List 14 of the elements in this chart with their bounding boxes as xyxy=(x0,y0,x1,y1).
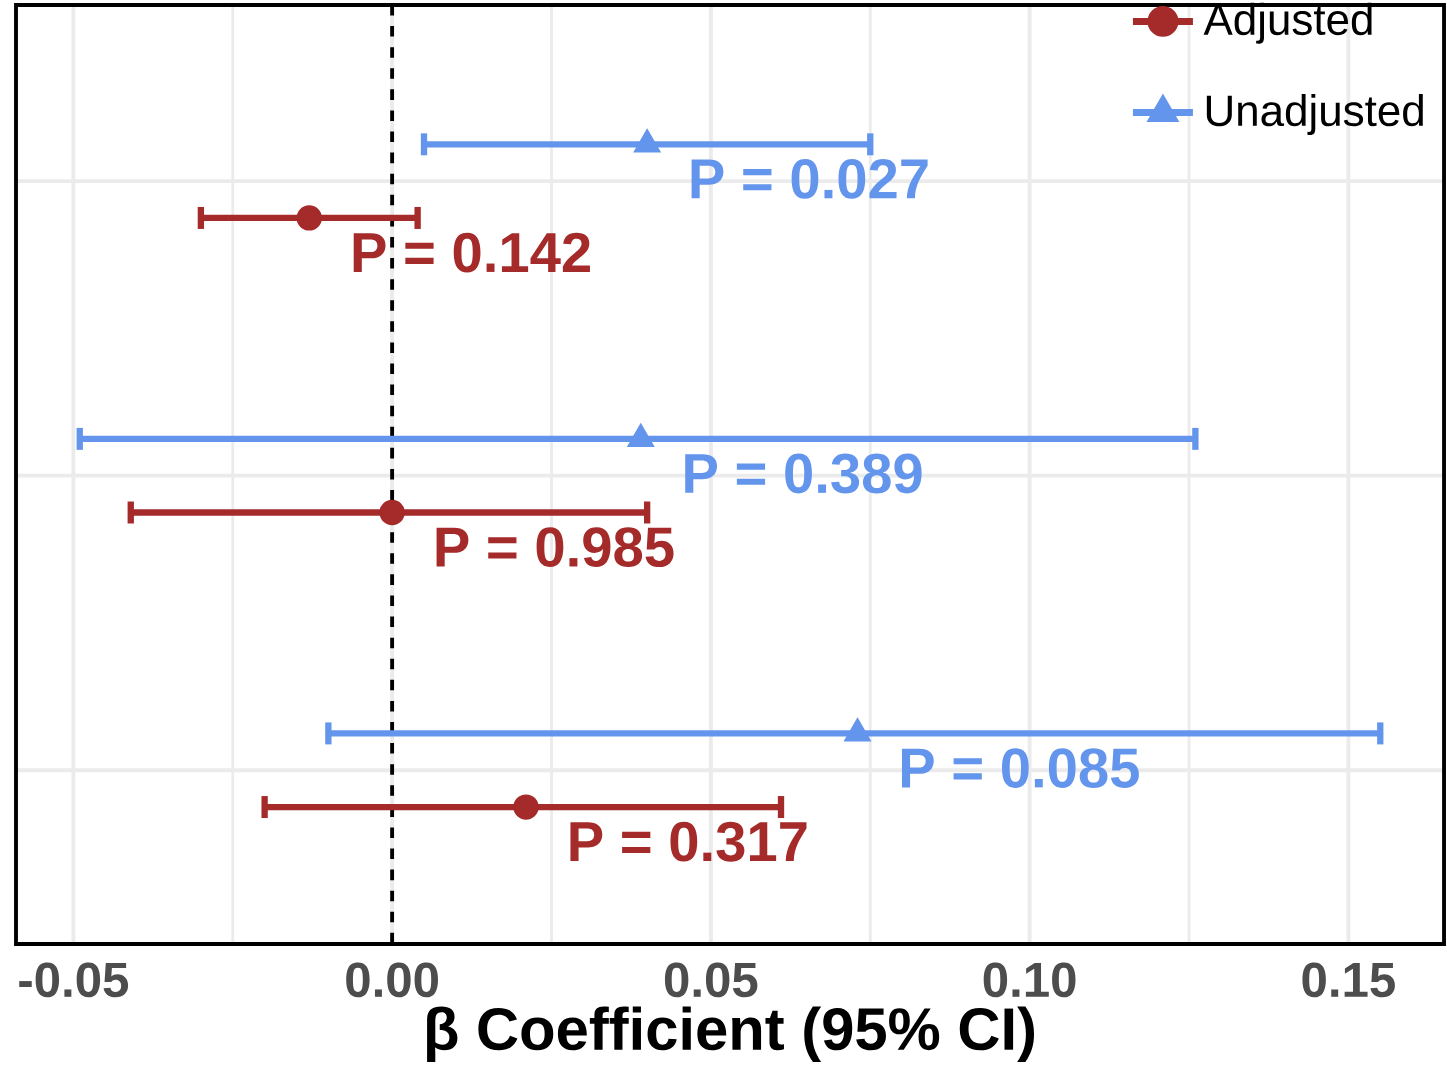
legend-label: Unadjusted xyxy=(1206,93,1423,135)
x-tick-label: 0.05 xyxy=(664,962,758,998)
x-tick-label: -0.05 xyxy=(19,962,129,998)
annotation: P = 0.389 xyxy=(685,453,922,494)
annotation: P = 0.317 xyxy=(570,821,807,862)
annotation: P = 0.142 xyxy=(353,232,590,273)
legend-label: Adjusted xyxy=(1203,2,1372,44)
annotation: P = 0.027 xyxy=(691,159,928,199)
x-tick-label: 0.10 xyxy=(983,962,1076,998)
annotation: P = 0.985 xyxy=(436,527,674,568)
x-tick-label: 0.15 xyxy=(1302,962,1395,998)
x-tick-label: 0.00 xyxy=(346,962,438,998)
annotation: P = 0.085 xyxy=(901,748,1139,788)
x-axis-title: β Coefficient (95% CI) xyxy=(427,1006,1035,1063)
